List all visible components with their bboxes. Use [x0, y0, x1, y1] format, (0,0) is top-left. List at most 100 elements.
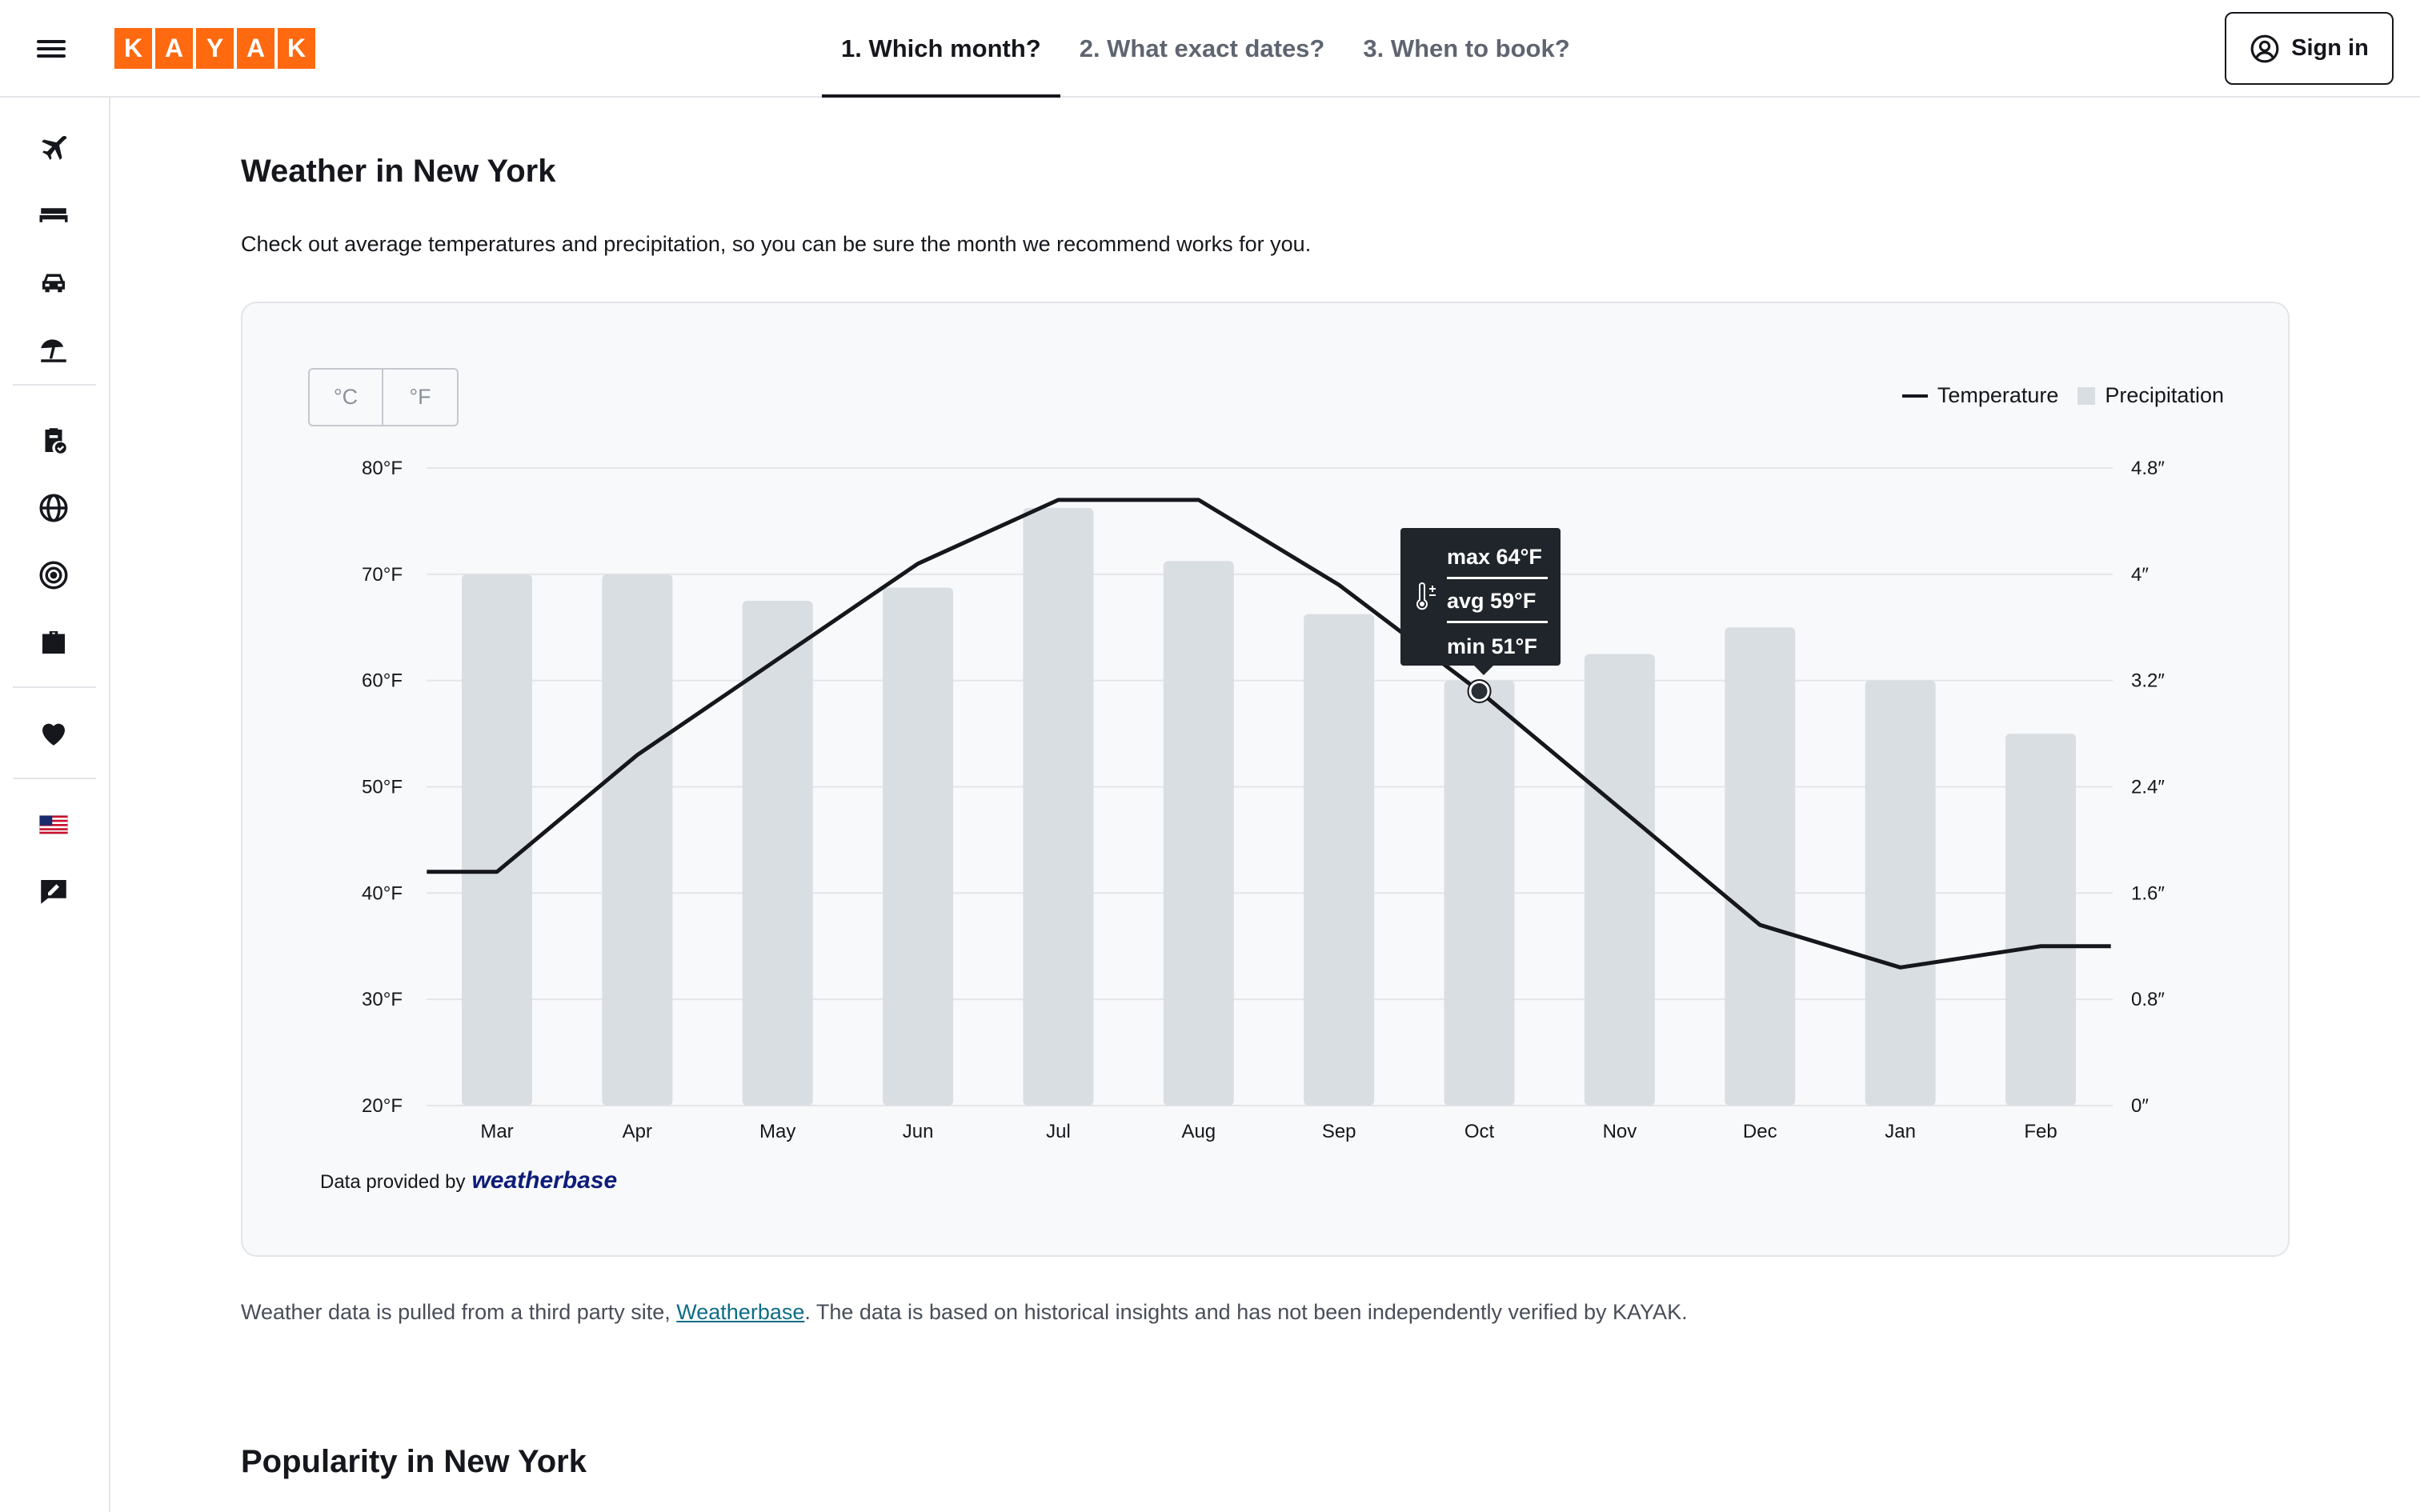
y-left-tick-label: 70°F — [362, 564, 403, 586]
precipitation-bar — [1865, 680, 1936, 1106]
weather-disclaimer: Weather data is pulled from a third part… — [241, 1300, 1688, 1325]
briefcase-icon — [42, 631, 65, 654]
precipitation-bar — [1163, 561, 1234, 1106]
y-right-tick-label: 0″ — [2131, 1095, 2149, 1117]
clipboard-check-icon — [45, 428, 66, 454]
sidebar-item-feedback[interactable] — [34, 872, 73, 910]
tab-exact-dates[interactable]: 2. What exact dates? — [1079, 34, 1325, 62]
disclaimer-suffix: . The data is based on historical insigh… — [804, 1300, 1688, 1324]
precipitation-bar — [1304, 614, 1375, 1106]
top-header: K A Y A K 1. Which month? 2. What exact … — [0, 0, 2420, 98]
plane-icon — [42, 136, 67, 160]
step-tabs: 1. Which month? 2. What exact dates? 3. … — [822, 0, 1589, 98]
y-left-tick-label: 50°F — [362, 777, 403, 798]
legend-precipitation: Precipitation — [2077, 383, 2224, 408]
x-tick-label: Sep — [1322, 1121, 1356, 1142]
sidebar-item-favorites[interactable] — [34, 714, 73, 752]
y-left-tick-label: 80°F — [362, 458, 403, 479]
y-right-tick-label: 4″ — [2131, 564, 2149, 586]
chart-legend: Temperature Precipitation — [1901, 383, 2224, 408]
sidebar-item-region[interactable] — [34, 805, 73, 843]
x-tick-label: Jul — [1046, 1121, 1071, 1142]
y-left-tick-label: 20°F — [362, 1095, 403, 1117]
y-left-tick-label: 30°F — [362, 989, 403, 1010]
y-right-tick-label: 1.6″ — [2131, 882, 2165, 904]
unit-toggle: °C °F — [308, 368, 459, 426]
weather-chart-panel: 20°F 0″ 30°F 0.8″ 40°F 1.6″ 50°F 2.4″ 60°F 3.2″ 70… — [241, 302, 2290, 1257]
logo-letter: K — [114, 28, 152, 69]
temperature-point-ring — [1467, 678, 1492, 703]
precipitation-bar — [1584, 654, 1655, 1106]
data-credit: Data provided by weatherbase — [320, 1167, 617, 1194]
x-tick-label: Feb — [2024, 1121, 2057, 1142]
sidebar-divider — [13, 686, 96, 688]
sidebar-item-business[interactable] — [34, 623, 73, 662]
sidebar-item-stays[interactable] — [34, 196, 73, 234]
precipitation-bar — [883, 587, 954, 1106]
precipitation-bar — [462, 574, 532, 1106]
popularity-title: Popularity in New York — [241, 1444, 587, 1479]
precipitation-bar — [1023, 507, 1094, 1106]
kayak-logo[interactable]: K A Y A K — [114, 28, 315, 69]
beach-umbrella-icon — [41, 339, 66, 362]
legend-bar-swatch — [2077, 386, 2096, 405]
heart-icon — [42, 723, 65, 746]
precipitation-bar — [2005, 734, 2076, 1106]
sidebar-item-packages[interactable] — [34, 330, 73, 369]
tooltip-max: max 64°F — [1447, 538, 1548, 579]
x-tick-label: Jun — [903, 1121, 934, 1142]
temperature-point-highlight — [1468, 679, 1491, 702]
weather-intro: Check out average temperatures and preci… — [241, 232, 1312, 256]
sign-in-label: Sign in — [2291, 35, 2369, 61]
temperature-tooltip: max 64°F avg 59°F min 51°F — [1400, 528, 1561, 675]
globe-icon — [39, 494, 68, 522]
car-icon — [42, 274, 65, 293]
y-left-tick-label: 40°F — [362, 882, 403, 904]
y-right-tick-label: 4.8″ — [2131, 458, 2165, 479]
us-flag-icon — [39, 815, 68, 834]
tooltip-min: min 51°F — [1447, 634, 1537, 658]
x-tick-label: May — [759, 1121, 795, 1142]
x-tick-label: Oct — [1464, 1121, 1495, 1142]
x-tick-label: Apr — [623, 1121, 652, 1142]
sign-in-button[interactable]: Sign in — [2225, 12, 2394, 85]
legend-line-swatch — [1901, 394, 1928, 398]
fahrenheit-button[interactable]: °F — [383, 368, 459, 426]
sidebar-item-trips[interactable] — [34, 422, 73, 460]
target-icon — [39, 561, 68, 590]
sidebar-divider — [13, 778, 96, 779]
temperature-line — [427, 498, 2111, 970]
legend-temperature-label: Temperature — [1937, 383, 2059, 407]
feedback-icon — [41, 880, 66, 904]
sidebar-item-explore[interactable] — [34, 489, 73, 527]
precipitation-bar — [1725, 627, 1796, 1106]
weatherbase-logo[interactable]: weatherbase — [471, 1167, 618, 1194]
celsius-button[interactable]: °C — [308, 368, 383, 426]
sidebar-item-direct[interactable] — [34, 556, 73, 594]
legend-precipitation-label: Precipitation — [2105, 383, 2224, 407]
menu-icon[interactable] — [37, 37, 66, 61]
x-tick-label: Aug — [1181, 1121, 1216, 1142]
logo-letter: A — [237, 28, 274, 69]
y-right-tick-label: 2.4″ — [2131, 777, 2165, 798]
tab-when-to-book[interactable]: 3. When to book? — [1363, 34, 1570, 62]
sidebar-item-flights[interactable] — [34, 129, 73, 167]
weatherbase-link[interactable]: Weatherbase — [676, 1300, 805, 1324]
weather-chart: 20°F 0″ 30°F 0.8″ 40°F 1.6″ 50°F 2.4″ 60°F 3.2″ 70… — [362, 458, 2165, 1142]
user-circle-icon — [2250, 34, 2279, 62]
thermometer-icon — [1416, 582, 1436, 610]
precipitation-bar — [602, 574, 673, 1106]
x-tick-label: Dec — [1743, 1121, 1777, 1142]
x-tick-label: Jan — [1885, 1121, 1916, 1142]
sidebar-item-cars[interactable] — [34, 263, 73, 302]
logo-letter: Y — [196, 28, 234, 69]
precipitation-bar — [1444, 680, 1515, 1106]
tooltip-avg: avg 59°F — [1447, 582, 1548, 623]
weather-title: Weather in New York — [241, 154, 556, 189]
x-tick-label: Mar — [480, 1121, 513, 1142]
x-tick-label: Nov — [1603, 1121, 1637, 1142]
y-right-tick-label: 3.2″ — [2131, 670, 2165, 692]
logo-letter: A — [155, 28, 193, 69]
tab-which-month[interactable]: 1. Which month? — [822, 0, 1060, 98]
y-left-tick-label: 60°F — [362, 670, 403, 692]
